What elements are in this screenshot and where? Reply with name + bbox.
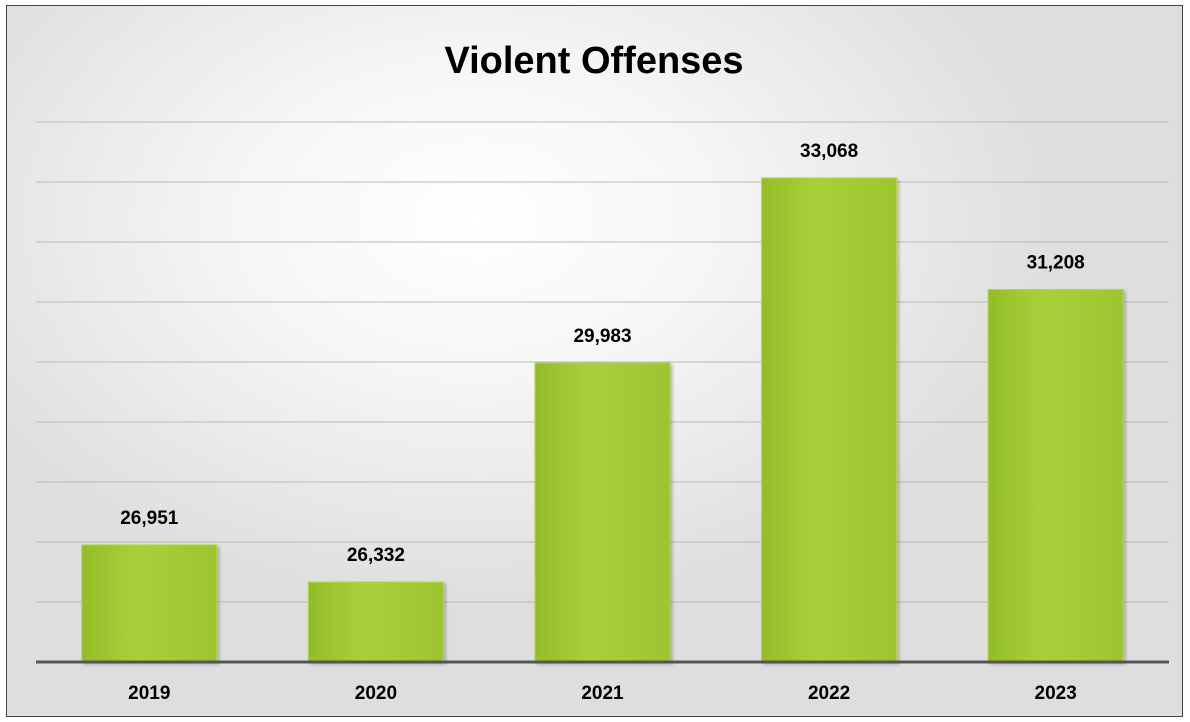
bar-2021 xyxy=(534,362,671,663)
x-tick-2019: 2019 xyxy=(128,683,170,704)
gridlines xyxy=(36,121,1169,603)
data-label-2019: 26,951 xyxy=(120,508,179,529)
x-tick-2023: 2023 xyxy=(1035,683,1077,704)
x-tick-2021: 2021 xyxy=(581,683,624,704)
data-label-2021: 29,983 xyxy=(573,326,631,347)
bars xyxy=(81,177,1124,663)
x-tick-labels: 2019 2020 2021 2022 2023 xyxy=(128,683,1077,704)
x-tick-2022: 2022 xyxy=(808,683,850,704)
bar-2023 xyxy=(987,289,1124,663)
bar-2020 xyxy=(307,581,444,663)
chart-title: Violent Offenses xyxy=(444,40,743,82)
data-label-2023: 31,208 xyxy=(1027,253,1085,274)
bar-2019 xyxy=(81,544,218,663)
data-label-2022: 33,068 xyxy=(800,141,858,162)
bar-2022 xyxy=(761,177,898,663)
data-labels: 26,951 26,332 29,983 33,068 31,208 xyxy=(120,141,1085,566)
data-label-2020: 26,332 xyxy=(347,545,405,566)
chart-frame: 26,951 26,332 29,983 33,068 31,208 2019 2020 2… xyxy=(6,5,1183,717)
x-tick-2020: 2020 xyxy=(355,683,397,704)
